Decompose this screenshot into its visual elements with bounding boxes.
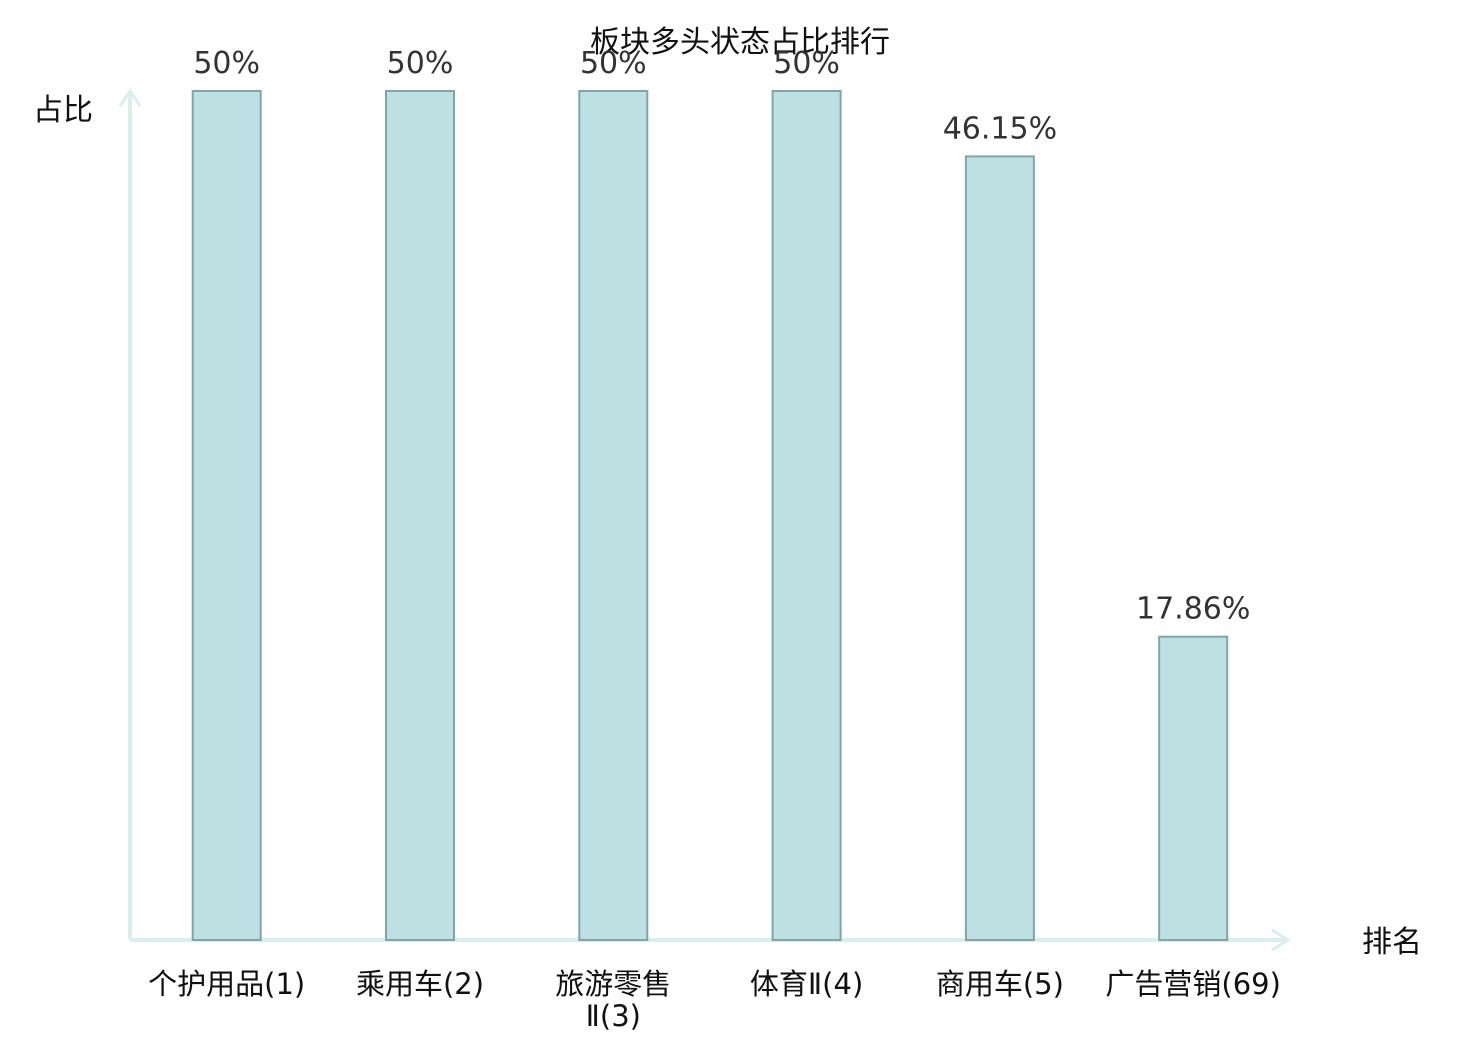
- chart-title: 板块多头状态占比排行: [590, 25, 890, 60]
- bar: [385, 90, 455, 941]
- x-axis-label: 排名: [1362, 925, 1422, 960]
- value-label: 17.86%: [1136, 592, 1250, 627]
- category-label: 商用车(5): [936, 967, 1064, 1001]
- value-label: 50%: [387, 46, 454, 81]
- x-axis-arrow-icon: [1271, 928, 1291, 952]
- category-label: Ⅱ(3): [586, 999, 641, 1033]
- category-label: 乘用车(2): [356, 967, 484, 1001]
- bars: [191, 90, 1229, 941]
- category-label: 旅游零售: [555, 967, 671, 1001]
- y-axis-arrow-icon: [118, 88, 142, 107]
- bar: [771, 90, 842, 941]
- category-label: 体育Ⅱ(4): [750, 967, 863, 1001]
- value-label: 50%: [580, 46, 647, 81]
- bar: [191, 90, 262, 941]
- category-label: 广告营销(69): [1105, 967, 1281, 1001]
- category-label: 个护用品(1): [148, 967, 305, 1001]
- value-label: 50%: [193, 46, 260, 81]
- bar: [578, 90, 649, 941]
- y-axis-label: 占比: [33, 93, 93, 128]
- value-label: 50%: [773, 46, 840, 81]
- bar: [964, 155, 1035, 941]
- bar: [1158, 635, 1229, 941]
- value-labels: 50% 50% 50% 50% 46.15% 17.86%: [193, 46, 1250, 627]
- value-label: 46.15%: [943, 111, 1057, 146]
- axes: [118, 88, 1291, 952]
